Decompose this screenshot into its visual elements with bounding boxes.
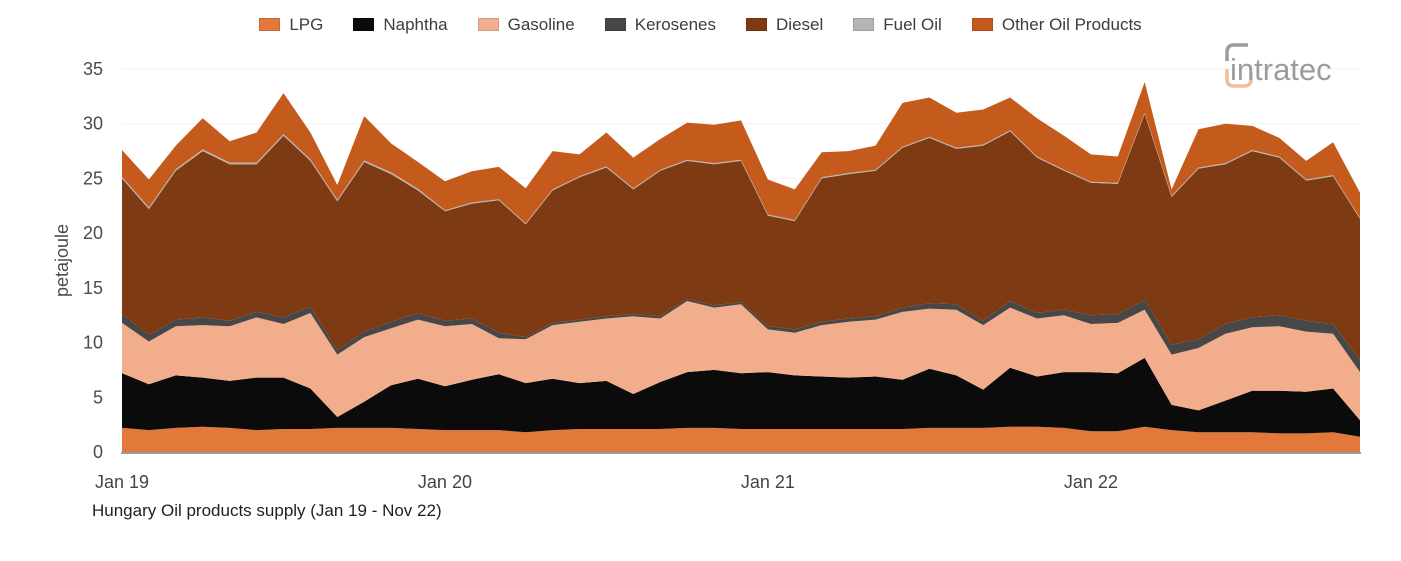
area-lpg [122,426,1360,452]
legend-swatch [353,18,375,31]
area-naphtha [122,357,1360,437]
y-tick-label: 15 [83,278,103,298]
intratec-logo: intratec [1217,38,1367,99]
legend-item-lpg[interactable]: LPG [259,16,323,33]
y-tick-label: 20 [83,223,103,243]
y-tick-label: 25 [83,168,103,188]
logo-arc-top [1225,43,1248,61]
legend-swatch [477,18,499,31]
legend-swatch [604,18,626,31]
legend-swatch [971,18,993,31]
legend-item-fuel-oil[interactable]: Fuel Oil [853,16,942,33]
legend-item-gasoline[interactable]: Gasoline [477,15,575,34]
chart-title: Hungary Oil products supply (Jan 19 - No… [92,501,442,520]
logo-arc-bottom [1225,69,1253,88]
legend-label: LPG [289,15,324,34]
y-tick-label: 35 [83,59,103,79]
legend-label: Kerosenes [634,15,717,34]
legend-label: Gasoline [507,15,575,34]
area-other-oil-products [122,82,1360,224]
area-gasoline [122,301,1360,421]
legend-label: Naphtha [383,15,448,34]
legend-item-naphtha[interactable]: Naphtha [353,15,448,34]
x-tick-label: Jan 22 [1064,472,1118,492]
legend-item-other-oil-products[interactable]: Other Oil Products [971,15,1142,34]
legend-item-kerosenes[interactable]: Kerosenes [604,15,717,34]
legend-swatch [746,18,768,31]
x-tick-label: Jan 20 [418,472,472,492]
area-kerosenes [122,298,1360,373]
y-tick-label: 5 [93,387,103,407]
area-diesel [122,113,1360,361]
y-tick-label: 10 [83,333,103,353]
chart-legend: LPG Naphtha Gasoline Kerosenes Diesel Fuel Oi… [0,16,1401,33]
logo-text: intratec [1230,52,1332,87]
y-axis-label: petajoule [52,224,72,297]
y-tick-label: 30 [83,114,103,134]
x-tick-label: Jan 19 [95,472,149,492]
legend-label: Other Oil Products [1001,15,1142,34]
intratec-logo-graphic: intratec [1225,43,1332,88]
legend-label: Fuel Oil [883,15,942,34]
legend-swatch [259,18,281,31]
legend-swatch [853,18,875,31]
legend-item-diesel[interactable]: Diesel [746,16,823,33]
x-tick-label: Jan 21 [741,472,795,492]
y-tick-label: 0 [93,442,103,462]
legend-label: Diesel [776,15,824,34]
